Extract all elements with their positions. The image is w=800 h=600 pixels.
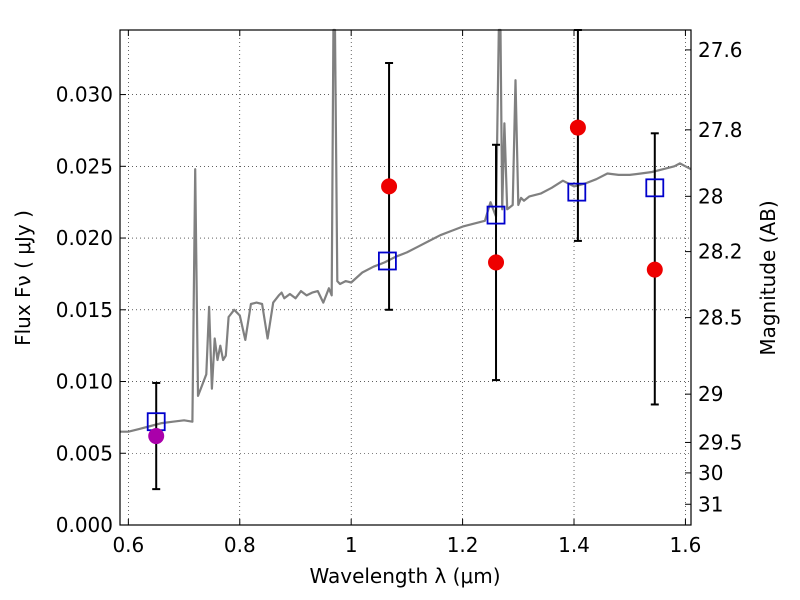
y2-tick-label: 27.8 — [698, 118, 743, 142]
y-tick-label: 0.005 — [56, 441, 113, 465]
observed-photometry-point — [381, 178, 398, 195]
model-spectrum-line — [120, 28, 692, 433]
y-tick-label: 0.010 — [56, 370, 113, 394]
y-tick-label: 0.020 — [56, 226, 113, 250]
y-axis-label: Flux Fν ( μJy ) — [11, 210, 35, 346]
axes: 0.6 0.8 1 1.2 1.4 1.6 0.000 0.005 0.010 0.015 0.02… — [56, 30, 743, 557]
plot-background — [120, 30, 691, 525]
y2-tick-label: 28.2 — [698, 240, 743, 264]
model-photometry-square — [645, 178, 665, 198]
y2-tick-label: 27.6 — [698, 38, 743, 62]
observed-photometry-point — [488, 254, 505, 271]
y-tick-label: 0.030 — [56, 83, 113, 107]
y-tick-label: 0.000 — [56, 513, 113, 537]
x-tick-label: 1.4 — [558, 533, 590, 557]
observed-photometry-point — [646, 261, 663, 278]
x-tick-label: 0.8 — [224, 533, 256, 557]
y2-axis-label: Magnitude (AB) — [756, 200, 780, 355]
model-photometry-square — [486, 205, 506, 225]
x-axis-label: Wavelength λ (μm) — [309, 564, 500, 588]
x-tick-label: 1.6 — [670, 533, 702, 557]
y-tick-label: 0.025 — [56, 154, 113, 178]
model-photometry-square — [377, 251, 397, 271]
y2-tick-label: 29 — [698, 382, 723, 406]
y2-tick-label: 28.5 — [698, 306, 743, 330]
x-tick-label: 0.6 — [112, 533, 144, 557]
y-tick-label: 0.015 — [56, 298, 113, 322]
observed-photometry-point — [148, 428, 165, 445]
y2-tick-label: 28 — [698, 184, 723, 208]
y2-tick-label: 31 — [698, 492, 723, 516]
observed-photometry-markers — [148, 119, 663, 445]
x-tick-label: 1 — [345, 533, 358, 557]
plot-frame — [119, 29, 692, 526]
spectrum-layer — [120, 28, 692, 433]
y2-tick-label: 30 — [698, 461, 723, 485]
x-tick-label: 1.2 — [447, 533, 479, 557]
observed-photometry-point — [569, 119, 586, 136]
model-photometry-square — [567, 182, 587, 202]
model-photometry-markers — [146, 178, 665, 432]
y2-tick-label: 29.5 — [698, 430, 743, 454]
